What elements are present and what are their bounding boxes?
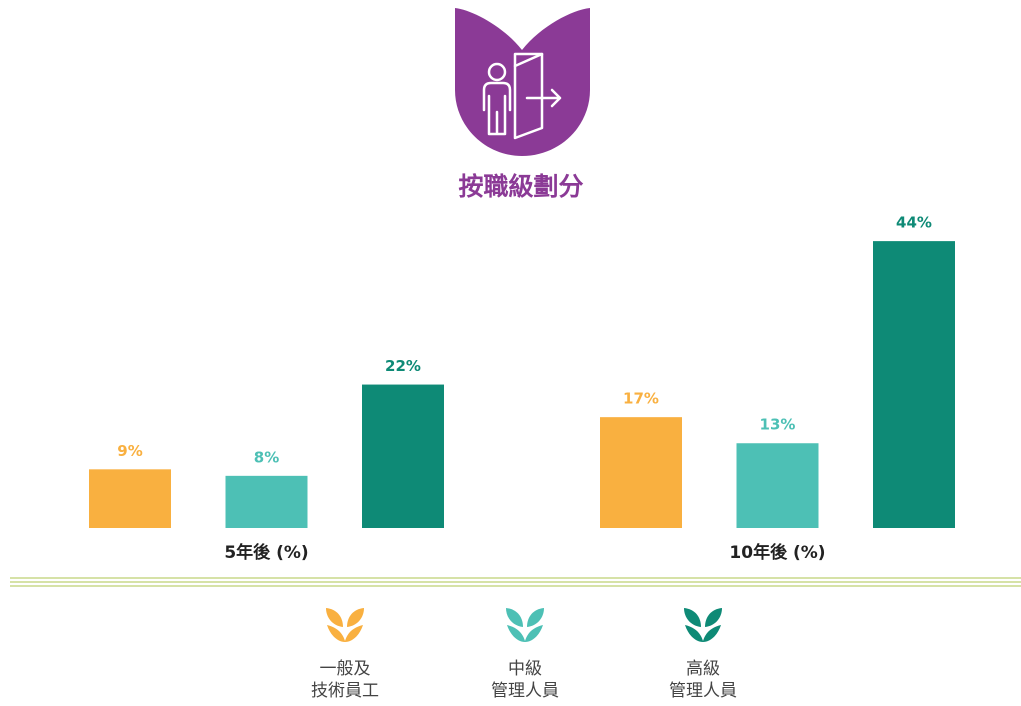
legend-icon	[326, 608, 364, 642]
value-label: 44%	[896, 214, 932, 232]
value-label: 17%	[623, 390, 659, 408]
legend-leaf	[684, 608, 701, 627]
bar	[736, 443, 819, 528]
bar	[873, 241, 955, 528]
legend-label: 一般及 技術員工	[311, 659, 379, 701]
header-icon	[455, 8, 590, 156]
chart-title: 按職級劃分	[458, 172, 583, 201]
category-label: 5年後 (%)	[224, 542, 308, 563]
bar	[225, 475, 308, 528]
legend-leaf	[327, 625, 363, 642]
legend-leaf	[507, 625, 543, 642]
category-label: 10年後 (%)	[729, 542, 825, 563]
value-label: 13%	[760, 416, 796, 434]
bar	[362, 384, 444, 528]
bar	[89, 469, 171, 528]
legend-leaf	[685, 625, 721, 642]
value-label: 9%	[117, 442, 142, 460]
bar	[600, 417, 682, 528]
legend-icon	[506, 608, 544, 642]
legend-label: 中級 管理人員	[491, 659, 559, 701]
legend-icon	[684, 608, 722, 642]
value-label: 22%	[385, 357, 421, 375]
value-label: 8%	[254, 448, 279, 466]
legend-leaf	[527, 608, 544, 627]
legend-leaf	[705, 608, 722, 627]
divider	[10, 577, 1021, 587]
legend-label: 高級 管理人員	[669, 659, 737, 701]
legend-leaf	[326, 608, 343, 627]
legend-leaf	[506, 608, 523, 627]
legend-leaf	[347, 608, 364, 627]
